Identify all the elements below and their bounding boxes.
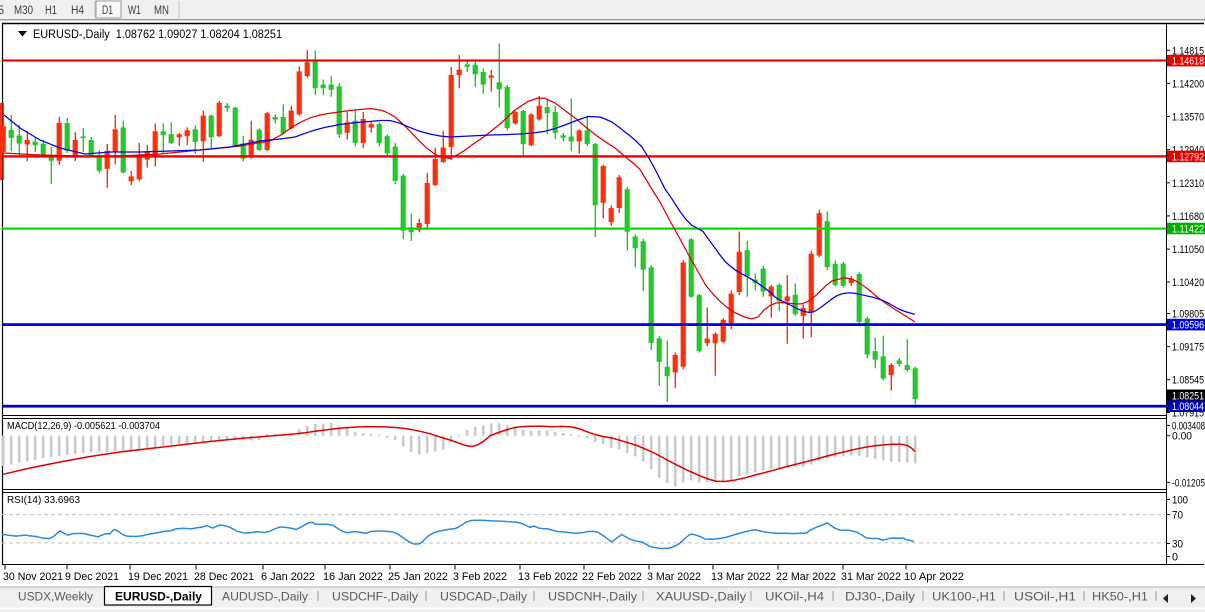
- svg-text:22 Feb 2022: 22 Feb 2022: [582, 571, 642, 583]
- svg-text:1.10420: 1.10420: [1172, 277, 1204, 289]
- svg-text:10 Apr 2022: 10 Apr 2022: [904, 571, 964, 583]
- svg-text:9 Dec 2021: 9 Dec 2021: [65, 571, 119, 583]
- svg-text:M30: M30: [14, 5, 33, 17]
- svg-text:EURUSD-,Daily 1.08762 1.09027: EURUSD-,Daily 1.08762 1.09027 1.08204 1.…: [33, 29, 282, 41]
- svg-text:HK50-,H1: HK50-,H1: [1092, 592, 1148, 604]
- svg-text:DJ30-,Daily: DJ30-,Daily: [845, 592, 915, 604]
- svg-text:1.08044: 1.08044: [1172, 401, 1204, 413]
- svg-text:USOil-,H1: USOil-,H1: [1014, 592, 1076, 604]
- svg-text:1.14200: 1.14200: [1172, 78, 1204, 90]
- svg-text:3 Feb 2022: 3 Feb 2022: [453, 571, 507, 583]
- svg-text:H4: H4: [71, 5, 85, 17]
- svg-text:100: 100: [1172, 495, 1188, 507]
- svg-text:16 Jan 2022: 16 Jan 2022: [323, 571, 383, 583]
- svg-text:1.12310: 1.12310: [1172, 178, 1204, 190]
- svg-text:MN: MN: [154, 5, 169, 17]
- svg-text:1.14618: 1.14618: [1172, 56, 1204, 68]
- svg-text:31 Mar 2022: 31 Mar 2022: [841, 571, 901, 583]
- svg-text:EURUSD-,Daily: EURUSD-,Daily: [115, 592, 203, 604]
- svg-text:1.09805: 1.09805: [1172, 309, 1204, 321]
- svg-text:XAUUSD-,Daily: XAUUSD-,Daily: [656, 592, 746, 604]
- svg-text:1.13570: 1.13570: [1172, 112, 1204, 124]
- svg-text:13 Mar 2022: 13 Mar 2022: [711, 571, 771, 583]
- svg-text:UKOil-,H4: UKOil-,H4: [765, 592, 825, 604]
- svg-text:1.14815: 1.14815: [1172, 45, 1204, 57]
- svg-text:0.00: 0.00: [1172, 431, 1192, 443]
- svg-text:5: 5: [0, 5, 4, 17]
- svg-text:USDX,Weekly: USDX,Weekly: [18, 592, 93, 604]
- svg-text:1.11050: 1.11050: [1172, 244, 1204, 256]
- svg-text:W1: W1: [128, 5, 141, 17]
- svg-text:UK100-,H1: UK100-,H1: [932, 592, 996, 604]
- svg-text:1.11680: 1.11680: [1172, 211, 1204, 223]
- svg-text:3 Mar 2022: 3 Mar 2022: [647, 571, 701, 583]
- svg-text:H1: H1: [45, 5, 57, 17]
- svg-text:USDCNH-,Daily: USDCNH-,Daily: [548, 592, 637, 604]
- svg-text:30 Nov 2021: 30 Nov 2021: [3, 571, 63, 583]
- svg-text:1.08251: 1.08251: [1172, 390, 1204, 402]
- svg-text:USDCHF-,Daily: USDCHF-,Daily: [332, 592, 418, 604]
- svg-text:D1: D1: [102, 5, 113, 17]
- svg-text:25 Jan 2022: 25 Jan 2022: [388, 571, 448, 583]
- svg-text:1.09596: 1.09596: [1172, 320, 1204, 332]
- svg-text:22 Mar 2022: 22 Mar 2022: [776, 571, 836, 583]
- svg-text:70: 70: [1172, 510, 1183, 522]
- svg-text:AUDUSD-,Daily: AUDUSD-,Daily: [222, 592, 308, 604]
- svg-text:30: 30: [1172, 539, 1183, 551]
- svg-text:RSI(14) 33.6963: RSI(14) 33.6963: [7, 494, 80, 506]
- svg-text:1.08545: 1.08545: [1172, 375, 1204, 387]
- svg-text:1.12792: 1.12792: [1172, 151, 1204, 163]
- svg-text:1.09175: 1.09175: [1172, 342, 1204, 354]
- svg-text:MACD(12,26,9) -0.005621 -0.003: MACD(12,26,9) -0.005621 -0.003704: [7, 420, 160, 432]
- svg-text:13 Feb 2022: 13 Feb 2022: [518, 571, 578, 583]
- svg-text:1.11422: 1.11422: [1172, 224, 1204, 236]
- svg-text:0: 0: [1172, 552, 1178, 564]
- svg-text:28 Dec 2021: 28 Dec 2021: [194, 571, 254, 583]
- svg-text:0.003408: 0.003408: [1172, 420, 1205, 432]
- svg-text:USDCAD-,Daily: USDCAD-,Daily: [440, 592, 527, 604]
- svg-text:6 Jan 2022: 6 Jan 2022: [261, 571, 315, 583]
- svg-text:19 Dec 2021: 19 Dec 2021: [128, 571, 188, 583]
- svg-text:-0.01205: -0.01205: [1172, 477, 1205, 489]
